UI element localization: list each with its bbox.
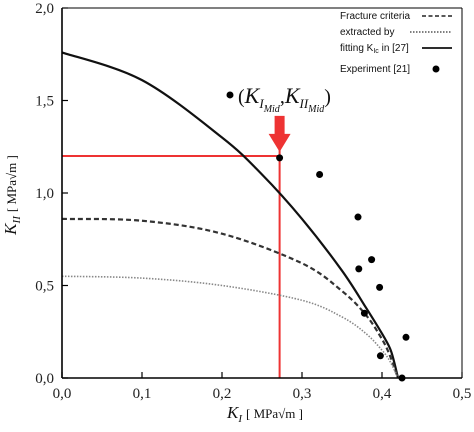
axis-ticks: 0,0 0,1 0,2 0,3 0,4 0,5 0,0 0,5 1,0 1,5 2,0	[35, 1, 471, 402]
mid-point-arrow	[268, 115, 291, 152]
experiment-point	[402, 333, 410, 341]
experiment-point	[276, 154, 284, 162]
series-line-dotted	[61, 275, 399, 379]
x-tick-label: 0,1	[133, 386, 152, 402]
experiment-point	[368, 256, 376, 264]
x-tick-label: 0,5	[453, 386, 472, 402]
series-line-dashed	[61, 217, 400, 379]
annotation-label: (KIMid,KIIMid)	[238, 83, 331, 115]
x-tick-label: 0,2	[213, 386, 232, 402]
legend-label-marker: Experiment [21]	[340, 64, 410, 75]
y-tick-label: 1,0	[35, 186, 54, 202]
legend-label-dashed: Fracture criteria	[340, 11, 410, 22]
annotation-bullet	[226, 91, 234, 99]
series-line-solid	[61, 51, 400, 379]
x-axis-title: KI[ MPa√m ]	[226, 403, 303, 425]
experiment-point	[355, 265, 363, 273]
experiment-point	[376, 352, 384, 360]
experiment-point	[376, 283, 384, 291]
mid-point-annotation: (KIMid,KIIMid)	[226, 83, 331, 115]
series-curves	[61, 51, 400, 379]
y-tick-label: 0,5	[35, 279, 54, 295]
legend-swatch-marker	[432, 65, 440, 73]
experiment-point	[354, 213, 362, 221]
legend-label-solid: fitting KIc in [27]	[340, 43, 409, 55]
legend-label-dotted: extracted by	[340, 27, 394, 38]
mid-point-guides	[62, 115, 291, 378]
experiment-markers	[276, 154, 410, 382]
legend: Fracture criteria extracted by fitting K…	[340, 11, 452, 75]
x-tick-label: 0,4	[373, 386, 392, 402]
y-tick-label: 0,0	[35, 371, 54, 387]
x-tick-label: 0,3	[293, 386, 312, 402]
y-tick-label: 2,0	[35, 1, 54, 17]
experiment-point	[316, 171, 324, 178]
y-tick-label: 1,5	[35, 94, 54, 110]
y-axis-title: KII[ MPa√m ]	[1, 155, 23, 236]
experiment-point	[360, 309, 368, 317]
x-tick-label: 0,0	[53, 386, 72, 402]
